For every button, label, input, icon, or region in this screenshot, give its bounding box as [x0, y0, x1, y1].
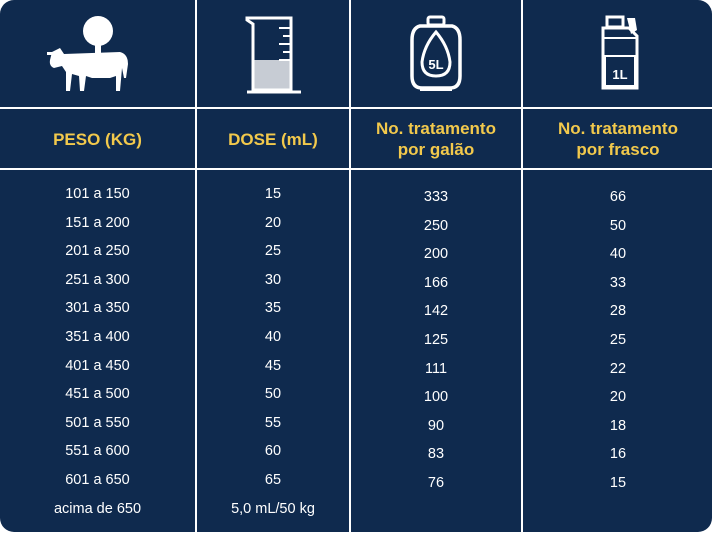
table-cell-dose: 65 [264, 471, 282, 488]
table-cell-peso: 551 a 600 [65, 443, 130, 460]
table-cell-galao: 333 [423, 189, 449, 205]
column-frasco: 66 50 40 33 28 25 22 20 18 16 15 [523, 183, 712, 498]
table-cell-peso: 151 a 200 [65, 214, 130, 231]
row-divider [0, 107, 712, 109]
table-cell-galao: 125 [423, 331, 449, 348]
header-dose-label: DOSE (mL) [228, 129, 318, 149]
table-cell-frasco: 18 [609, 417, 627, 434]
table-cell-dose: 20 [264, 214, 282, 231]
table-cell-frasco: 28 [609, 303, 627, 320]
table-cell-peso: 601 a 650 [65, 471, 130, 488]
header-dose: DOSE (mL) [197, 110, 349, 168]
table-cell-peso: 251 a 300 [65, 271, 130, 288]
table-cell-galao: 76 [427, 474, 445, 491]
table-cell-frasco: 40 [609, 246, 627, 263]
column-divider [349, 0, 351, 532]
table-cell-dose: 5,0 mL/50 kg [231, 500, 315, 517]
table-cell-frasco: 50 [609, 217, 627, 234]
table-cell-frasco: 15 [609, 474, 627, 491]
header-peso: PESO (KG) [0, 110, 195, 168]
table-cell-dose: 30 [264, 271, 282, 288]
table-cell-peso: 401 a 450 [65, 357, 130, 374]
table-cell-galao: 90 [427, 417, 445, 434]
column-divider [521, 0, 523, 532]
table-cell-galao: 166 [423, 274, 449, 291]
column-divider [195, 0, 197, 532]
table-cell-dose: 35 [264, 300, 282, 317]
table-cell-frasco: 33 [609, 274, 627, 291]
table-cell-dose: 15 [264, 186, 282, 202]
table-cell-peso: acima de 650 [53, 500, 142, 517]
table-cell-dose: 40 [264, 328, 282, 345]
cow-icon [47, 16, 129, 91]
table-cell-dose: 60 [264, 443, 282, 460]
header-peso-label: PESO (KG) [53, 129, 142, 149]
header-galao: No. tratamento por galão [351, 110, 521, 168]
row-divider [0, 168, 712, 170]
header-frasco-line2: por frasco [576, 140, 660, 159]
gallon-5l-icon: 5L [410, 15, 462, 91]
table-cell-dose: 45 [264, 357, 282, 374]
table-cell-frasco: 20 [609, 389, 627, 406]
table-cell-frasco: 16 [609, 446, 627, 463]
table-cell-frasco: 66 [609, 189, 627, 205]
table-cell-dose: 55 [264, 414, 282, 431]
header-frasco: No. tratamento por frasco [523, 110, 712, 168]
header-galao-line2: por galão [397, 140, 475, 159]
table-cell-galao: 100 [423, 389, 449, 406]
table-cell-galao: 83 [427, 446, 445, 463]
table-cell-galao: 200 [423, 246, 449, 263]
column-galao: 333 250 200 166 142 125 111 100 90 83 76 [351, 183, 521, 498]
beaker-icon [245, 16, 301, 94]
table-cell-peso: 451 a 500 [65, 386, 130, 403]
table-cell-peso: 501 a 550 [65, 414, 130, 431]
table-cell-peso: 351 a 400 [65, 328, 130, 345]
table-cell-dose: 50 [264, 386, 282, 403]
column-peso: 101 a 150 151 a 200 201 a 250 251 a 300 301 … [0, 180, 195, 523]
table-cell-galao: 111 [424, 360, 448, 377]
table-cell-peso: 301 a 350 [65, 300, 130, 317]
column-dose: 15 20 25 30 35 40 45 50 55 60 65 5,0 mL/50 kg [197, 180, 349, 523]
table-cell-dose: 25 [264, 243, 282, 260]
svg-text:1L: 1L [612, 67, 627, 82]
table-cell-frasco: 25 [609, 331, 627, 348]
table-cell-galao: 250 [423, 217, 449, 234]
svg-text:5L: 5L [428, 57, 443, 72]
table-cell-galao: 142 [423, 303, 449, 320]
bottle-1l-icon: 1L [601, 15, 639, 90]
header-frasco-line1: No. tratamento [558, 119, 678, 138]
table-cell-peso: 101 a 150 [65, 186, 130, 202]
table-cell-peso: 201 a 250 [65, 243, 130, 260]
header-galao-line1: No. tratamento [376, 119, 496, 138]
table-cell-frasco: 22 [609, 360, 627, 377]
